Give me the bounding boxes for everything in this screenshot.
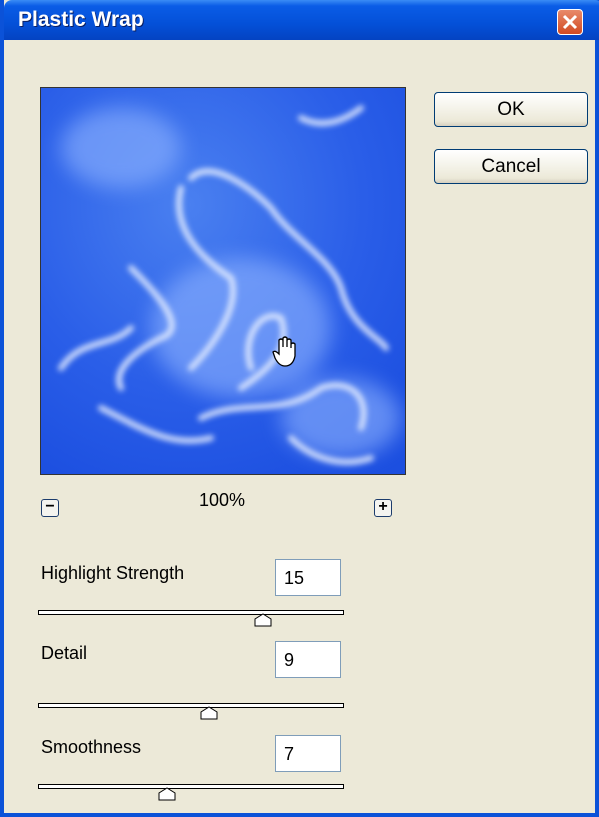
slider-track[interactable] xyxy=(38,703,344,708)
zoom-in-button[interactable]: + xyxy=(374,499,392,517)
preview[interactable] xyxy=(40,87,406,475)
slider-thumb[interactable] xyxy=(158,787,176,801)
dialog: Plastic Wrap xyxy=(0,0,599,817)
zoom-level: 100% xyxy=(199,490,245,511)
close-button[interactable] xyxy=(557,9,583,35)
control-label: Highlight Strength xyxy=(41,563,184,584)
window-title: Plastic Wrap xyxy=(18,8,144,32)
title-bar: Plastic Wrap xyxy=(4,0,599,40)
slider-track[interactable] xyxy=(38,610,344,615)
slider-thumb[interactable] xyxy=(200,706,218,720)
slider-track[interactable] xyxy=(38,784,344,789)
preview-image xyxy=(41,88,406,475)
close-icon xyxy=(558,10,582,34)
value-input[interactable]: 9 xyxy=(275,641,341,678)
zoom-out-button[interactable]: − xyxy=(41,499,59,517)
control-label: Smoothness xyxy=(41,737,141,758)
value-input[interactable]: 15 xyxy=(275,559,341,596)
value-input[interactable]: 7 xyxy=(275,735,341,772)
slider-thumb[interactable] xyxy=(254,613,272,627)
cancel-button[interactable]: Cancel xyxy=(434,149,588,184)
control-label: Detail xyxy=(41,643,87,664)
ok-button[interactable]: OK xyxy=(434,92,588,127)
